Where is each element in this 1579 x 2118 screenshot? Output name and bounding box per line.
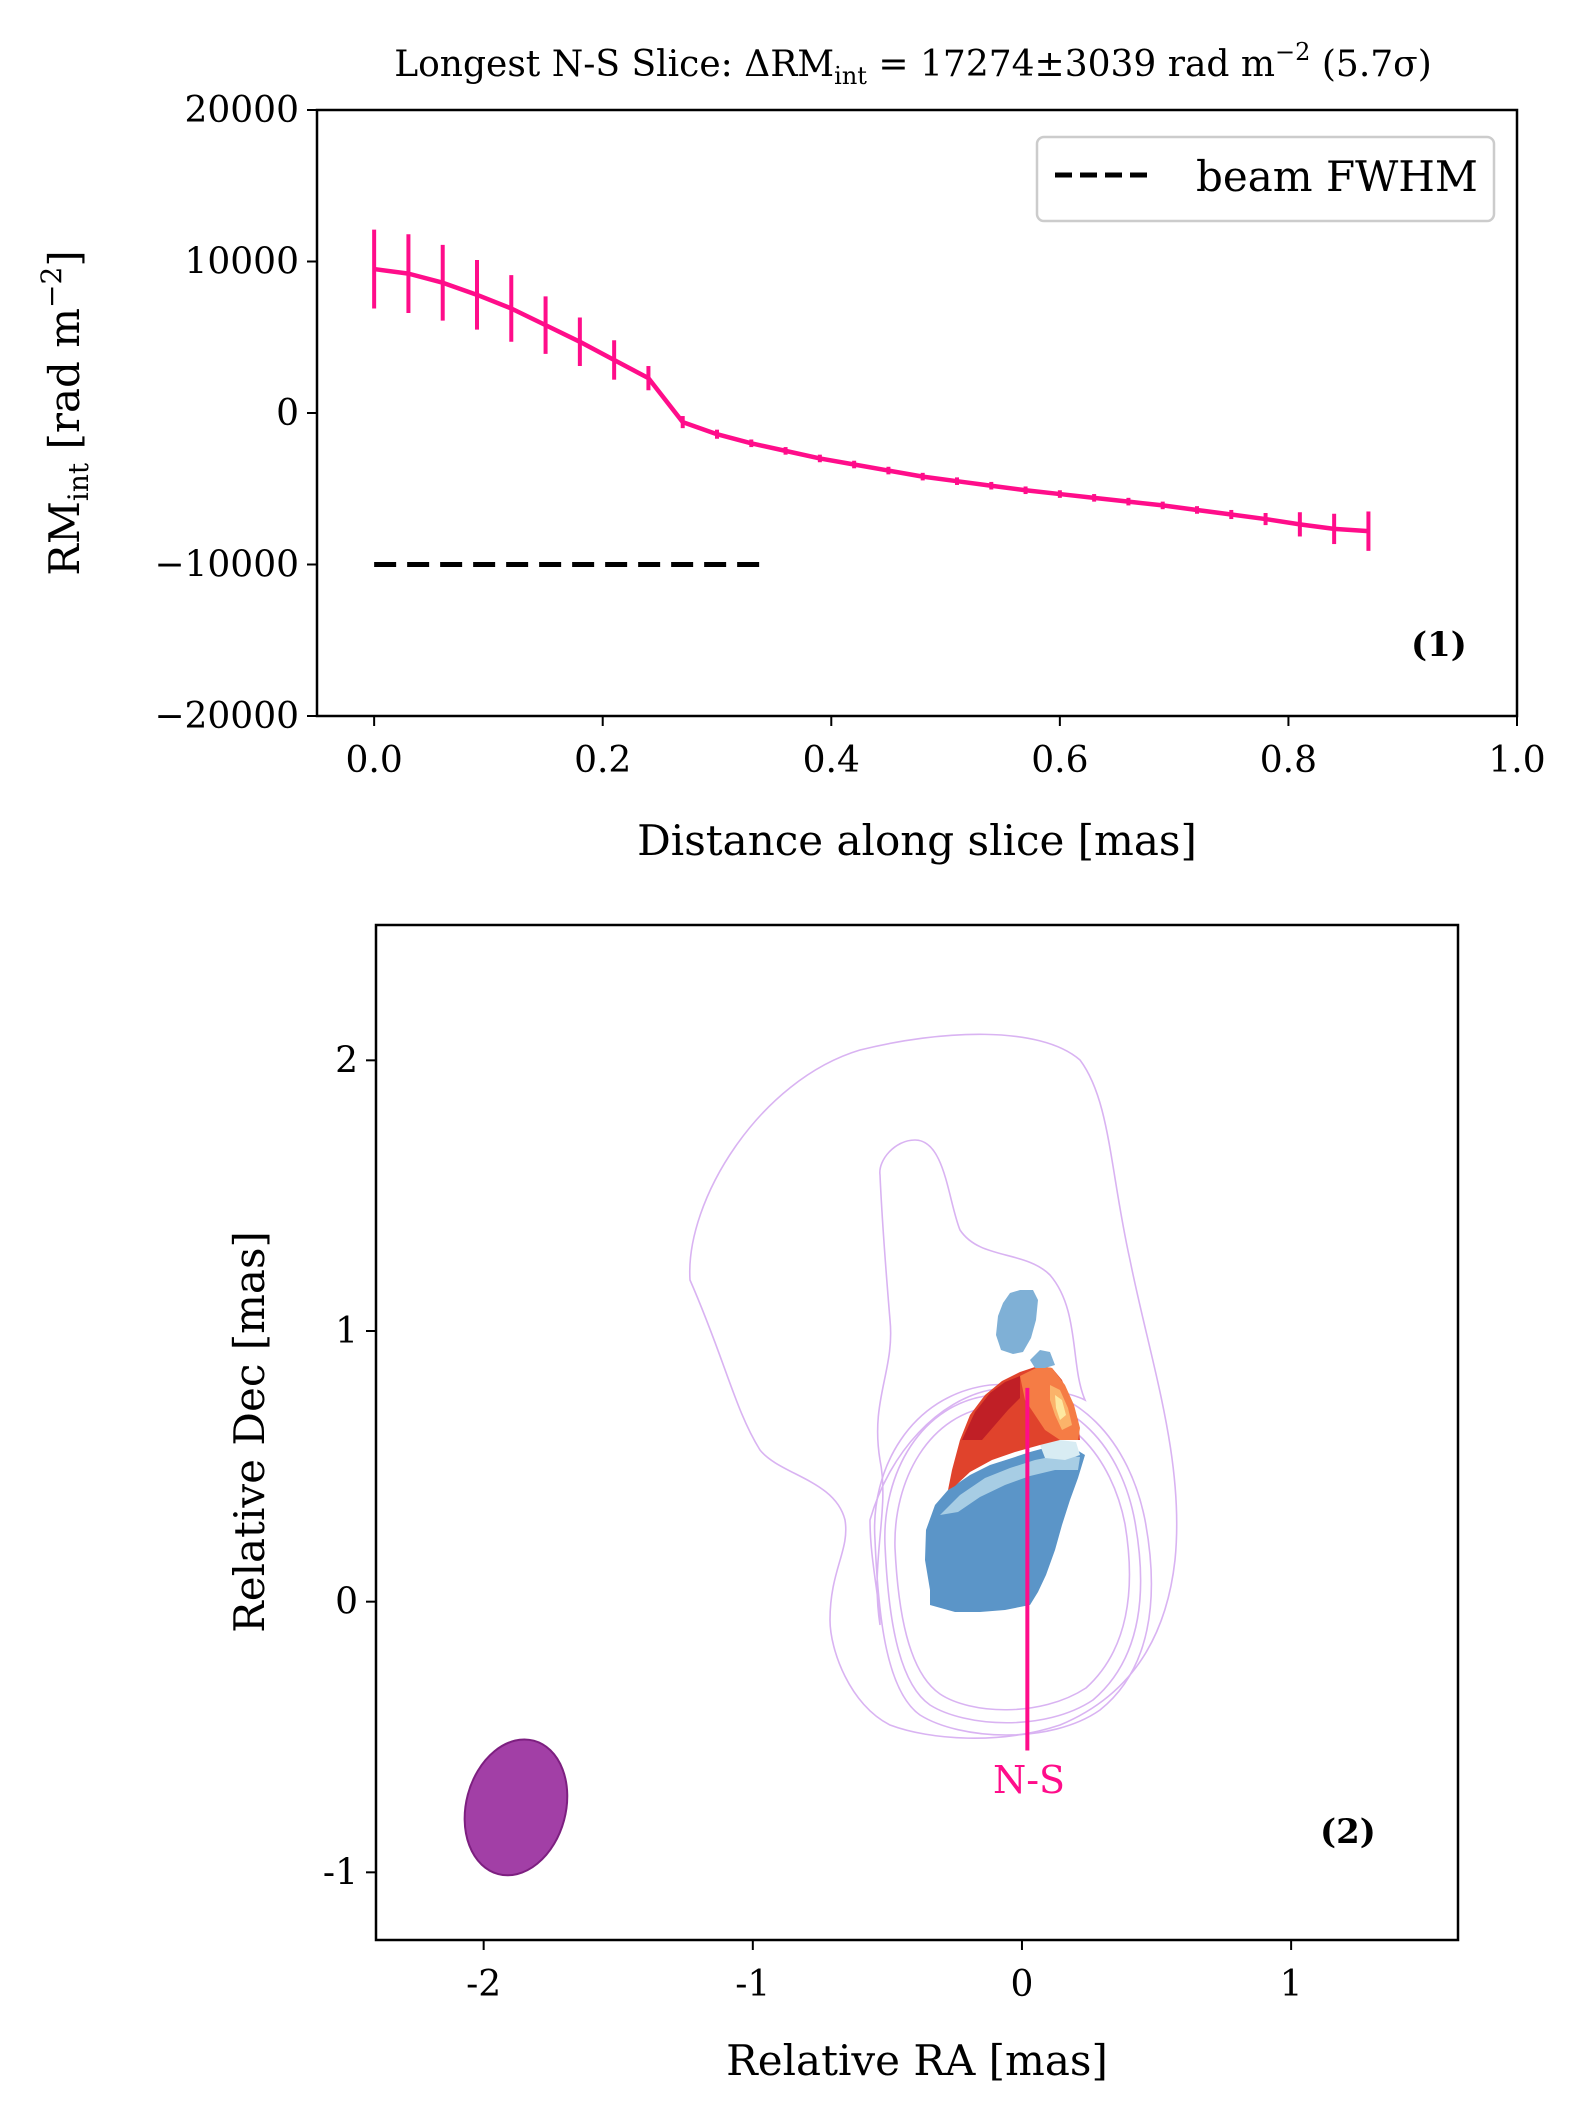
x-tick-label: 0.0	[346, 740, 403, 781]
x-tick-label: 0	[1011, 1964, 1034, 2005]
contour-core-1	[873, 1383, 1153, 1736]
x-tick-label: 0.4	[803, 740, 860, 781]
contour-inner-north	[869, 1139, 1087, 1626]
y-axis-label-2: Relative Dec [mas]	[225, 1231, 274, 1633]
contours	[689, 1033, 1178, 1739]
y-tick-label: −10000	[154, 545, 299, 586]
rm-patch-north	[996, 1290, 1038, 1354]
x-tick-label: -2	[466, 1964, 501, 2005]
contour-core-3	[894, 1405, 1131, 1711]
x-tick-label: 1	[1280, 1964, 1303, 2005]
panel-2: N-S -2 -1 0 1 -1 0 1 2 (2) Relative RA [mas] Re…	[225, 923, 1460, 2085]
beam-ellipse	[463, 1738, 569, 1877]
y-tick-label: 0	[276, 393, 299, 434]
x-tick-label: 0.6	[1031, 740, 1088, 781]
panel-2-ticks: -2 -1 0 1 -1 0 1 2	[323, 1040, 1303, 2005]
y-tick-label: 2	[335, 1040, 358, 1081]
legend-label: beam FWHM	[1196, 152, 1478, 201]
y-tick-label: 20000	[184, 90, 299, 131]
panel-label-2: (2)	[1320, 1812, 1376, 1852]
rm-blue-right-strip	[1040, 1440, 1080, 1460]
rm-red-dark	[962, 1376, 1020, 1440]
panel-2-axes-frame	[374, 923, 1460, 1942]
panel-1-ticks: 0.0 0.2 0.4 0.6 0.8 1.0 −20000 −10000 0 10000 2000…	[154, 90, 1545, 781]
panel-1-axes-frame	[315, 108, 1519, 718]
x-tick-label: 0.8	[1260, 740, 1317, 781]
contour-outer	[689, 1033, 1178, 1739]
rm-pale-highlight	[1055, 1395, 1066, 1420]
rm-series	[372, 229, 1371, 551]
panel-label-1: (1)	[1411, 625, 1467, 665]
rm-map	[925, 1290, 1085, 1612]
legend-box	[1035, 135, 1496, 223]
chart-title-1: Longest N-S Slice: ΔRMint = 17274±3039 r…	[394, 38, 1432, 90]
x-axis-label-1: Distance along slice [mas]	[637, 816, 1197, 865]
y-axis-label-1: RMint [rad m−2]	[35, 250, 95, 575]
slice-label: N-S	[993, 1758, 1065, 1802]
beam-ellipse-shape	[463, 1738, 569, 1877]
x-tick-label: 1.0	[1488, 740, 1545, 781]
rm-blue-region	[925, 1446, 1085, 1612]
y-tick-label: -1	[323, 1852, 358, 1893]
rm-series-line	[373, 266, 1369, 534]
x-axis-label-2: Relative RA [mas]	[726, 2036, 1108, 2085]
rm-blue-light-band	[940, 1455, 1080, 1515]
contour-core-2	[884, 1394, 1142, 1724]
panel-1: Longest N-S Slice: ΔRMint = 17274±3039 r…	[35, 38, 1546, 865]
x-tick-label: 0.2	[574, 740, 631, 781]
legend: beam FWHM	[1035, 135, 1496, 223]
y-tick-label: 10000	[184, 242, 299, 283]
rm-blue-top-right	[1030, 1350, 1055, 1368]
x-tick-label: -1	[735, 1964, 770, 2005]
y-tick-label: 0	[335, 1582, 358, 1623]
y-tick-label: −20000	[154, 696, 299, 737]
y-tick-label: 1	[335, 1311, 358, 1352]
